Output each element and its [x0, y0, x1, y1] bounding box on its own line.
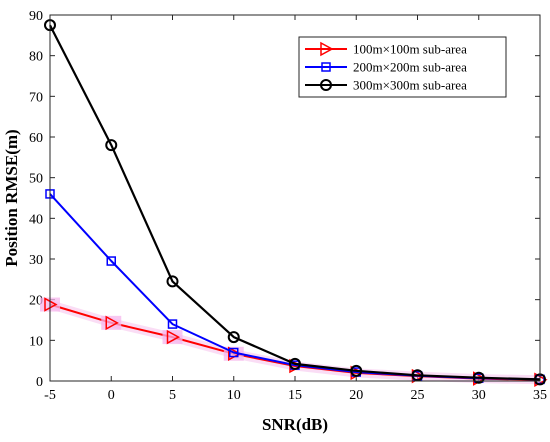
y-tick-label: 90 — [29, 9, 43, 24]
y-tick-label: 20 — [29, 294, 43, 309]
y-tick-label: 30 — [29, 253, 43, 268]
data-point — [167, 319, 178, 329]
legend-label: 200m×200m sub-area — [353, 60, 467, 75]
legend-label: 300m×300m sub-area — [353, 78, 467, 93]
x-tick-label: -5 — [44, 388, 56, 403]
x-tick-label: 0 — [108, 388, 115, 403]
data-point — [105, 139, 118, 152]
y-tick-label: 0 — [36, 375, 43, 390]
data-point — [289, 357, 301, 370]
legend-swatch-marker — [320, 41, 334, 57]
plot-frame — [49, 14, 541, 382]
y-tick-label: 80 — [29, 50, 43, 65]
x-tick-label: 10 — [227, 388, 241, 403]
series-line — [49, 24, 541, 381]
y-tick-label: 40 — [29, 212, 43, 227]
data-point — [229, 347, 239, 358]
data-point — [166, 275, 179, 288]
legend-entry: 100m×100m sub-area — [305, 42, 467, 57]
y-axis-title: Position RMSE(m) — [2, 129, 21, 266]
data-point — [227, 331, 240, 344]
data-point — [350, 364, 363, 377]
legend-swatch-marker — [320, 79, 332, 91]
data-point — [166, 329, 181, 345]
data-point — [105, 315, 119, 331]
legend-entry: 300m×300m sub-area — [305, 78, 467, 93]
data-point — [106, 256, 116, 266]
x-tick-label: 30 — [472, 388, 486, 403]
data-point — [411, 369, 424, 382]
y-tick-label: 10 — [29, 334, 43, 349]
data-point — [472, 371, 485, 384]
y-tick-label: 60 — [29, 131, 43, 146]
legend-label: 100m×100m sub-area — [353, 42, 467, 57]
series-layer — [40, 19, 548, 388]
x-axis-title: SNR(dB) — [262, 415, 328, 434]
legend: 100m×100m sub-area 200m×200m sub-area 300m… — [298, 36, 507, 98]
x-tick-label: 35 — [533, 388, 547, 403]
legend-entry: 200m×200m sub-area — [305, 60, 467, 75]
x-tick-label: 15 — [288, 388, 302, 403]
legend-swatch-marker — [321, 62, 331, 72]
x-tick-label: 20 — [349, 388, 363, 403]
y-tick-label: 70 — [29, 90, 43, 105]
series-3 — [44, 19, 546, 386]
x-tick-label: 5 — [169, 388, 176, 403]
y-tick-label: 50 — [29, 172, 43, 187]
x-tick-label: 25 — [411, 388, 425, 403]
